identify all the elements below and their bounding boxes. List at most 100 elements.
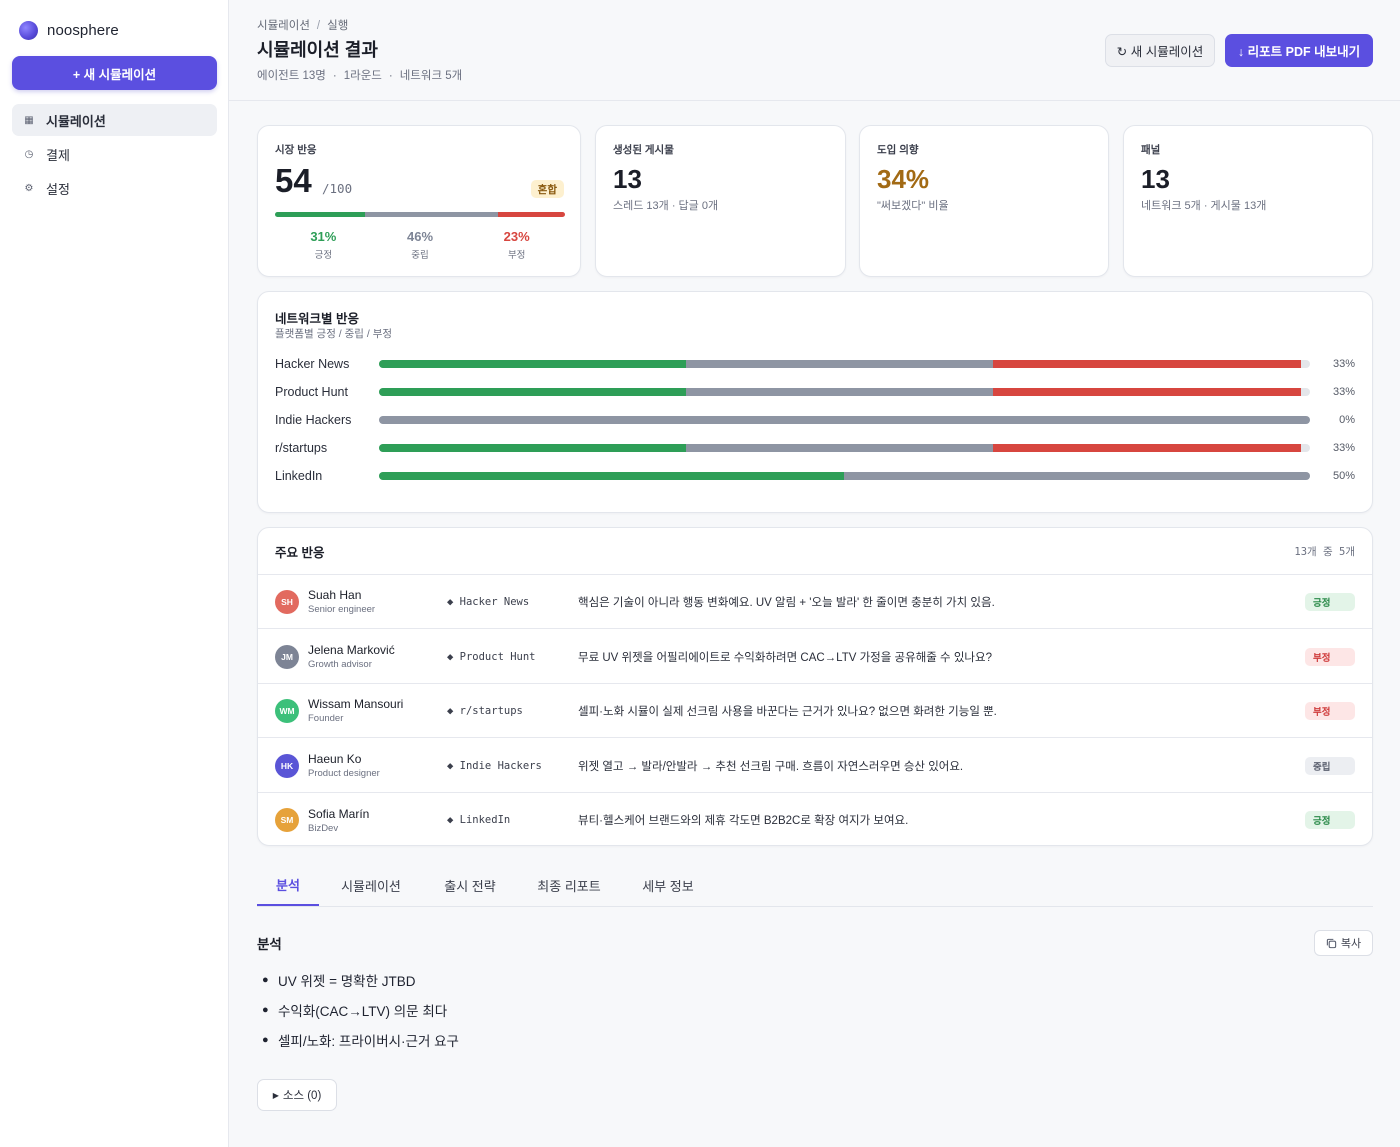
panel-count: 13 — [1141, 164, 1170, 194]
sidebar-item-settings[interactable]: ⚙ 설정 — [12, 172, 217, 204]
avatar: JM — [275, 644, 299, 669]
breadcrumb: 시뮬레이션 / 실행 — [257, 17, 348, 33]
table-row[interactable]: JM Jelena Marković Growth advisor ◆ Prod… — [258, 630, 1372, 684]
posts-count: 13 — [613, 164, 642, 194]
table-row[interactable]: HK Haeun Ko Product designer ◆ Indie Hac… — [258, 739, 1372, 793]
avatar: WM — [275, 698, 299, 723]
neutral-segment — [686, 360, 994, 368]
sidebar-item-simulations[interactable]: ▦ 시뮬레이션 — [12, 104, 217, 136]
network-positive-percent: 50% — [1332, 470, 1355, 482]
positive-label: 긍정 — [314, 250, 333, 261]
rerun-simulation-button[interactable]: ↻ 새 시뮬레이션 — [1105, 34, 1215, 67]
network-tag: ◆ Product Hunt — [447, 650, 536, 663]
network-positive-percent: 33% — [1332, 442, 1355, 454]
network-sentiment-bar — [378, 388, 1311, 396]
card-label: 시장 반응 — [275, 144, 317, 156]
run-meta: 에이전트 13명 · 1라운드 · 네트워크 5개 — [257, 67, 462, 83]
tab-analysis[interactable]: 분석 — [257, 864, 319, 906]
grid-icon: ▦ — [24, 114, 34, 126]
avatar: SH — [275, 589, 299, 614]
persona-name: Haeun Ko — [308, 752, 362, 766]
sidebar-nav: ▦ 시뮬레이션 ◷ 결제 ⚙ 설정 — [12, 104, 217, 206]
market-score-denominator: /100 — [322, 181, 353, 196]
reaction-quote: 핵심은 기술이 아니라 행동 변화예요. UV 알림 + '오늘 발라' 한 줄… — [578, 596, 995, 609]
table-row[interactable]: SH Suah Han Senior engineer ◆ Hacker New… — [258, 575, 1372, 629]
tab-final-report[interactable]: 최종 리포트 — [537, 878, 601, 894]
list-item: ● 수익화(CAC→LTV) 의문 최다 — [262, 995, 459, 1025]
network-sentiment-bar — [378, 444, 1311, 452]
intent-card: 도입 의향 34% "써보겠다" 비율 — [859, 125, 1109, 277]
market-score: 54 — [275, 162, 312, 199]
persona: Haeun Ko Product designer — [308, 752, 447, 779]
reactions-count: 13개 중 5개 — [1294, 545, 1355, 558]
persona: Sofia Marín BizDev — [308, 807, 447, 834]
intent-value: 34% — [877, 164, 930, 194]
market-reaction-card: 시장 반응 54 /100 혼합 31% 긍정 46% 중립 23% 부정 — [257, 125, 581, 277]
sidebar-item-label: 설정 — [46, 181, 70, 197]
persona-role: Founder — [308, 713, 344, 724]
sidebar: noosphere + 새 시뮬레이션 ▦ 시뮬레이션 ◷ 결제 ⚙ 설정 — [0, 0, 229, 1147]
card-label: 도입 의향 — [877, 144, 919, 156]
meta-separator: · — [388, 70, 393, 82]
negative-segment — [993, 360, 1301, 368]
sidebar-item-billing[interactable]: ◷ 결제 — [12, 138, 217, 170]
sources-toggle-button[interactable]: ▶ 소스 (0) — [257, 1079, 337, 1111]
caret-right-icon: ▶ — [272, 1090, 279, 1100]
table-row[interactable]: SM Sofia Marín BizDev ◆ LinkedIn 뷰티·헬스케어… — [258, 793, 1372, 845]
sentiment-stats: 31% 긍정 46% 중립 23% 부정 — [275, 229, 565, 261]
network-tag: ◆ Hacker News — [447, 595, 530, 608]
network-tag: ◆ Indie Hackers — [447, 759, 542, 772]
new-simulation-button[interactable]: + 새 시뮬레이션 — [12, 56, 217, 90]
sources-label: 소스 (0) — [282, 1090, 322, 1102]
network-name: Hacker News — [275, 357, 350, 371]
bullet-icon: ● — [262, 1004, 269, 1016]
sentiment-badge: 중립 — [1305, 756, 1355, 775]
export-pdf-button[interactable]: ↓ 리포트 PDF 내보내기 — [1225, 34, 1373, 67]
result-tabs: 분석 시뮬레이션 출시 전략 최종 리포트 세부 정보 — [257, 864, 1373, 907]
reaction-quote: 셀피·노화 시뮬이 실제 선크림 사용을 바꾼다는 근거가 있나요? 없으면 화… — [578, 705, 997, 718]
copy-label: 복사 — [1340, 938, 1362, 950]
breadcrumb-item-simulations[interactable]: 시뮬레이션 — [257, 20, 310, 32]
brand[interactable]: noosphere — [19, 21, 119, 40]
table-row[interactable]: WM Wissam Mansouri Founder ◆ r/startups … — [258, 684, 1372, 738]
persona-name: Suah Han — [308, 588, 362, 602]
page-header: 시뮬레이션 / 실행 시뮬레이션 결과 에이전트 13명 · 1라운드 · 네트워크 5개 … — [229, 0, 1400, 101]
section-title: 네트워크별 반응 — [275, 312, 359, 326]
negative-label: 부정 — [507, 250, 526, 261]
section-title: 주요 반응 — [275, 545, 325, 560]
copy-button[interactable]: 복사 — [1314, 930, 1373, 956]
tab-launch-strategy[interactable]: 출시 전략 — [444, 878, 496, 894]
persona-role: Growth advisor — [308, 659, 372, 670]
sentiment-split-bar — [275, 212, 565, 217]
network-sentiment-bar — [378, 416, 1311, 424]
list-item: ● UV 위젯 = 명확한 JTBD — [262, 965, 459, 995]
persona-role: BizDev — [308, 822, 339, 834]
sentiment-badge: 부정 — [1305, 647, 1355, 666]
neutral-stat: 46% 중립 — [372, 229, 469, 261]
network-sentiment-bar — [378, 360, 1311, 368]
network-name: r/startups — [275, 441, 328, 455]
brand-name: noosphere — [47, 22, 119, 39]
persona-role: Senior engineer — [308, 604, 376, 615]
sidebar-item-label: 결제 — [46, 147, 70, 163]
meta-separator: · — [332, 70, 337, 82]
clock-icon: ◷ — [24, 148, 34, 160]
sidebar-item-label: 시뮬레이션 — [46, 113, 106, 129]
bullet-text: 수익화(CAC→LTV) 의문 최다 — [278, 1004, 448, 1019]
brand-logo — [19, 21, 38, 40]
positive-stat: 31% 긍정 — [275, 229, 372, 261]
network-name: Product Hunt — [275, 385, 348, 399]
negative-stat: 23% 부정 — [468, 229, 565, 261]
analysis-bullets: ● UV 위젯 = 명확한 JTBD ● 수익화(CAC→LTV) 의문 최다 ● 셀… — [262, 965, 459, 1055]
tab-simulation[interactable]: 시뮬레이션 — [341, 878, 401, 894]
positive-percent: 31% — [310, 229, 337, 244]
network-row: LinkedIn 50% — [275, 466, 1355, 486]
network-positive-percent: 33% — [1332, 358, 1355, 370]
neutral-segment — [378, 416, 1311, 424]
reaction-quote: 위젯 열고 → 발라/안발라 → 추천 선크림 구매. 흐름이 자연스러우면 승… — [578, 760, 964, 773]
persona: Wissam Mansouri Founder — [308, 697, 447, 724]
tab-details[interactable]: 세부 정보 — [642, 878, 694, 894]
key-reactions-card: 주요 반응 13개 중 5개 SH Suah Han Senior engine… — [257, 527, 1373, 846]
network-reaction-card: 네트워크별 반응 플랫폼별 긍정 / 중립 / 부정 Hacker News 3… — [257, 291, 1373, 513]
persona: Suah Han Senior engineer — [308, 588, 447, 615]
